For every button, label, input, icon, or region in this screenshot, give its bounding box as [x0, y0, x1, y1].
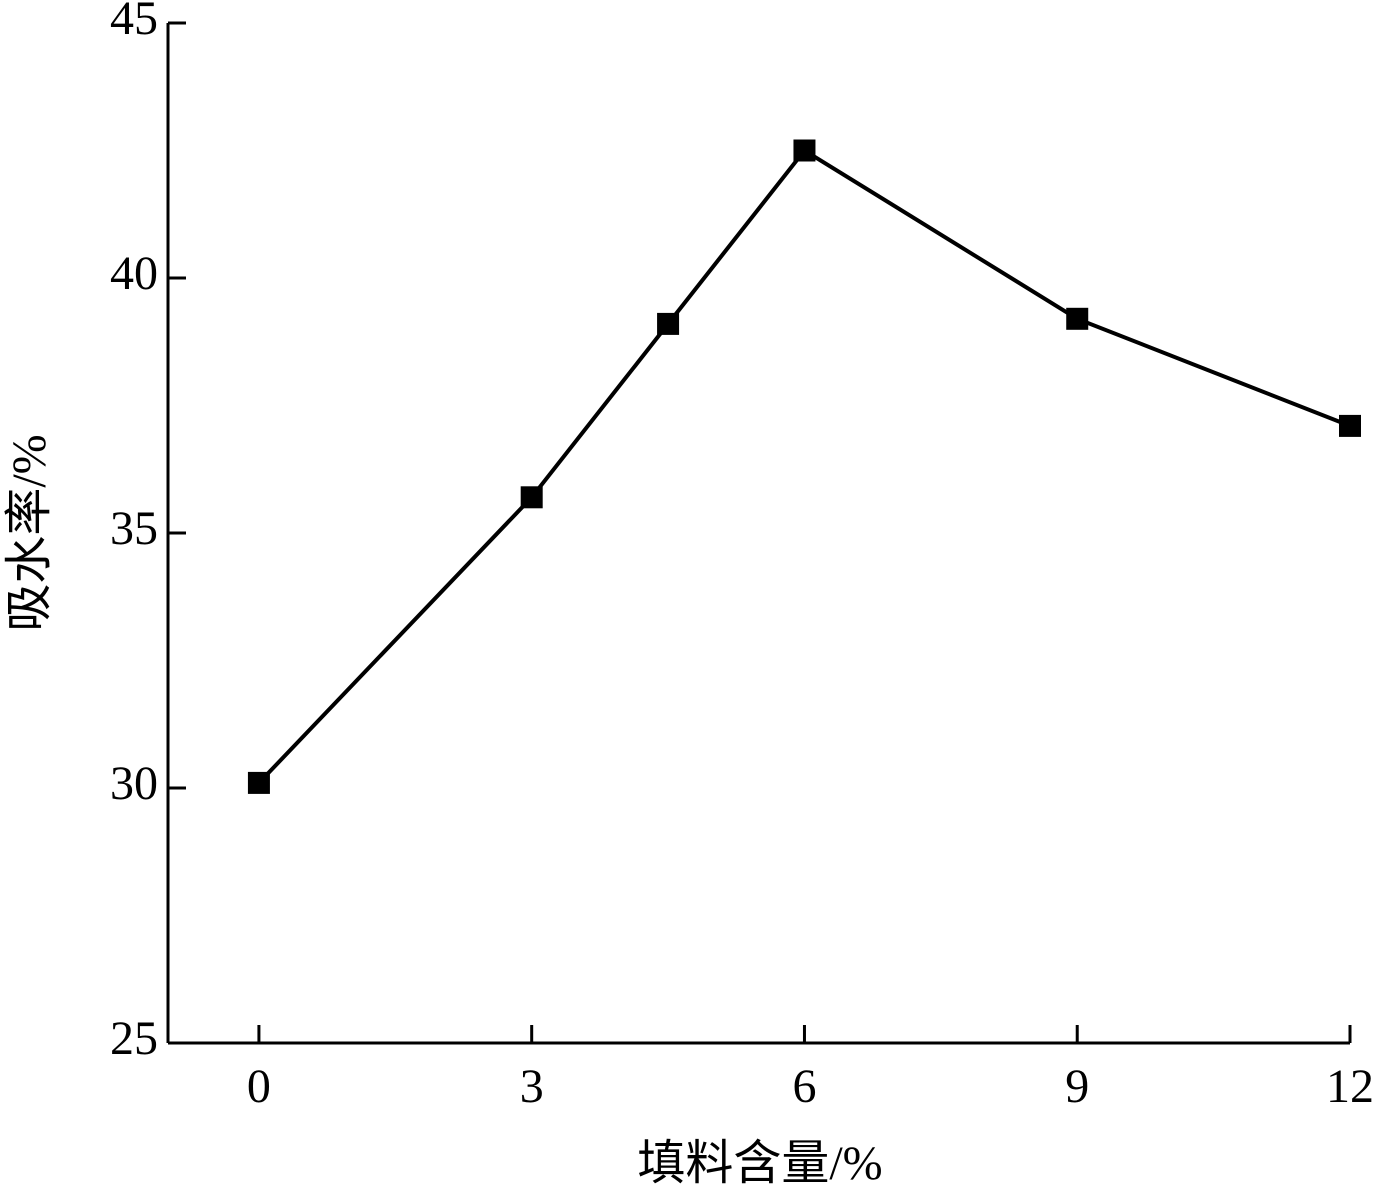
x-tick-label: 12 [1326, 1060, 1374, 1113]
data-point [1339, 414, 1361, 437]
y-tick-label: 45 [110, 0, 158, 45]
y-tick-label: 25 [110, 1012, 158, 1065]
y-axis-label: 吸水率/% [3, 434, 56, 631]
y-tick-label: 35 [110, 502, 158, 555]
data-point [247, 771, 270, 794]
y-tick-label: 40 [110, 247, 158, 300]
x-tick-label: 9 [1065, 1060, 1089, 1113]
x-tick-label: 0 [247, 1060, 271, 1113]
data-line [257, 147, 1351, 785]
y-tick-label: 30 [110, 757, 158, 810]
x-tick-label: 6 [792, 1060, 816, 1113]
x-tick-label: 3 [520, 1060, 544, 1113]
x-axis-label: 填料含量/% [637, 1137, 882, 1190]
data-point [793, 139, 816, 162]
data-point [520, 486, 543, 509]
data-point [657, 312, 680, 335]
data-point [1066, 307, 1089, 330]
